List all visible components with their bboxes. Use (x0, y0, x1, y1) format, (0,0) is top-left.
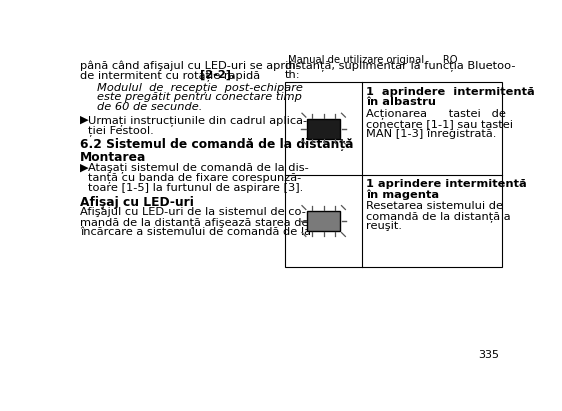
Text: Urmați instrucțiunile din cadrul aplica-: Urmați instrucțiunile din cadrul aplica- (88, 115, 307, 126)
Text: până când afişajul cu LED-uri se aprin-: până când afişajul cu LED-uri se aprin- (80, 60, 300, 71)
Text: încărcare a sistemului de comandă de la: încărcare a sistemului de comandă de la (80, 227, 311, 237)
Text: în magenta: în magenta (366, 189, 439, 200)
Text: în albastru: în albastru (366, 97, 436, 107)
Text: mandă de la distanță afişează starea de: mandă de la distanță afişează starea de (80, 217, 309, 228)
Text: de intermitent cu rotație rapidă: de intermitent cu rotație rapidă (80, 70, 264, 81)
Text: tanță cu banda de fixare corespunză-: tanță cu banda de fixare corespunză- (88, 173, 301, 183)
Text: ▶: ▶ (80, 115, 89, 125)
Text: ției Festool.: ției Festool. (88, 125, 154, 136)
Text: 6.2 Sistemul de comandă de la distanță: 6.2 Sistemul de comandă de la distanță (80, 138, 354, 151)
Bar (285, 83, 502, 267)
Text: Acționarea      tastei   de: Acționarea tastei de (366, 109, 506, 120)
Text: de 60 de secunde.: de 60 de secunde. (97, 102, 203, 113)
Text: Modulul  de  recepție  post-echipare: Modulul de recepție post-echipare (97, 83, 303, 93)
Text: th:: th: (285, 70, 301, 80)
Text: 1 aprindere intermitentă: 1 aprindere intermitentă (366, 180, 527, 189)
Text: distanță, suplimentar la funcția Bluetoo-: distanță, suplimentar la funcția Bluetoo… (285, 60, 515, 71)
Text: Afişaj cu LED-uri: Afişaj cu LED-uri (80, 196, 194, 209)
Text: Afişajul cu LED-uri de la sistemul de co-: Afişajul cu LED-uri de la sistemul de co… (80, 207, 306, 217)
Text: Montarea: Montarea (80, 151, 147, 164)
Text: [2-2].: [2-2]. (201, 70, 236, 81)
Text: reuşit.: reuşit. (366, 221, 402, 231)
Text: 1  aprindere  intermitentă: 1 aprindere intermitentă (366, 87, 535, 97)
Bar (307, 211, 340, 231)
Text: MAN [1-3] înregistrată.: MAN [1-3] înregistrată. (366, 129, 497, 139)
Text: 335: 335 (479, 351, 500, 360)
Text: ▶: ▶ (80, 162, 89, 173)
Text: Manual de utilizare original      RO: Manual de utilizare original RO (288, 55, 457, 65)
Text: conectare [1-1] sau tastei: conectare [1-1] sau tastei (366, 119, 513, 129)
Text: toare [1-5] la furtunul de aspirare [3].: toare [1-5] la furtunul de aspirare [3]. (88, 182, 303, 192)
Bar (307, 119, 340, 139)
Text: Resetarea sistemului de: Resetarea sistemului de (366, 201, 504, 211)
Text: comandă de la distanță a: comandă de la distanță a (366, 211, 511, 222)
Text: Ataşați sistemul de comandă de la dis-: Ataşați sistemul de comandă de la dis- (88, 162, 309, 173)
Text: este pregătit pentru conectare timp: este pregătit pentru conectare timp (97, 92, 302, 102)
